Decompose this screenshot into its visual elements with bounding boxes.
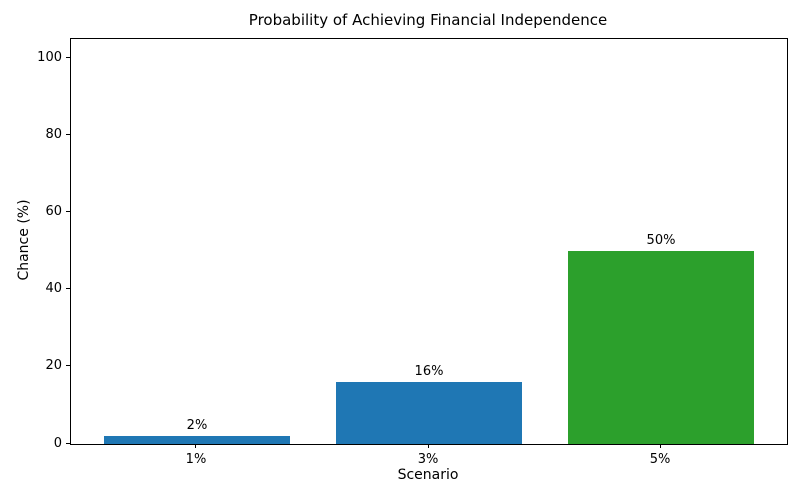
- y-tick-label: 0: [53, 435, 62, 451]
- x-tick-label: 5%: [649, 452, 671, 467]
- y-tick-label: 80: [45, 126, 62, 142]
- y-tick-mark: [66, 442, 70, 444]
- x-tick-mark: [427, 444, 429, 448]
- y-axis-label: Chance (%): [16, 199, 32, 281]
- y-tick-label: 40: [45, 281, 62, 297]
- bar-value-label: 16%: [414, 364, 444, 380]
- plot-area: 2% 16% 50%: [70, 38, 788, 445]
- chart-title: Probability of Achieving Financial Indep…: [248, 11, 608, 29]
- y-tick-mark: [66, 211, 70, 213]
- y-tick-label: 100: [37, 49, 62, 65]
- x-tick-mark: [659, 444, 661, 448]
- bar-5%: [568, 251, 754, 444]
- y-tick-label: 20: [45, 358, 62, 374]
- bar-value-label: 2%: [186, 418, 208, 434]
- x-tick-mark: [195, 444, 197, 448]
- x-axis-label: Scenario: [397, 467, 459, 483]
- y-tick-mark: [66, 365, 70, 367]
- x-tick-label: 1%: [185, 452, 207, 467]
- bar-1%: [104, 436, 290, 444]
- y-tick-mark: [66, 133, 70, 135]
- x-tick-label: 3%: [417, 452, 439, 467]
- bar-3%: [336, 382, 522, 444]
- y-tick-mark: [66, 288, 70, 290]
- bar-value-label: 50%: [646, 233, 676, 249]
- y-tick-mark: [66, 56, 70, 58]
- y-tick-label: 60: [45, 204, 62, 220]
